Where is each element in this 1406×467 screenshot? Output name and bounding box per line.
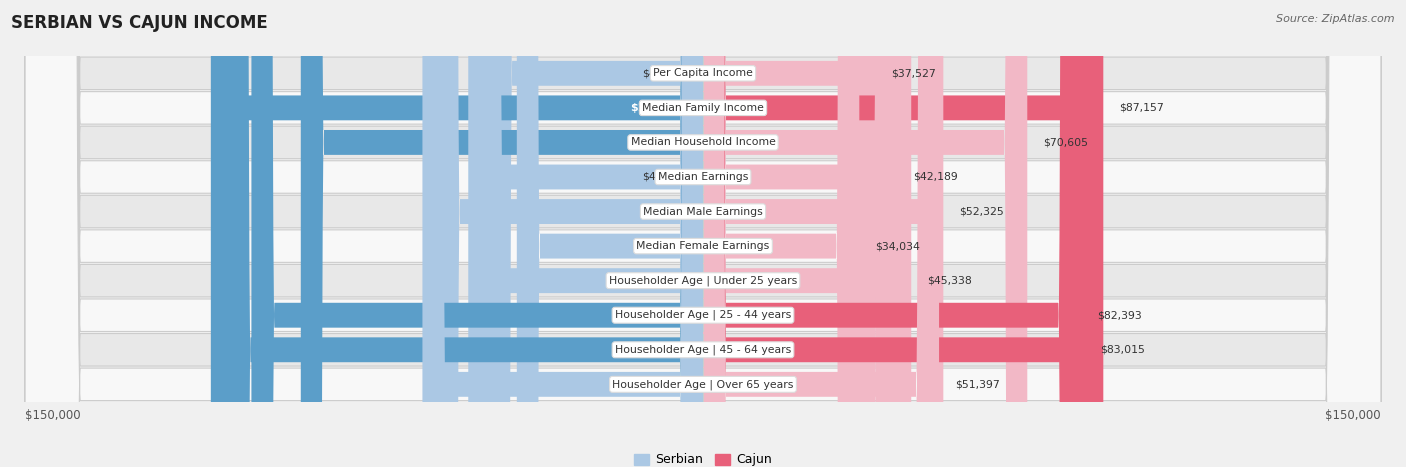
Text: $150,000: $150,000	[25, 409, 80, 422]
FancyBboxPatch shape	[25, 0, 1381, 467]
Text: Source: ZipAtlas.com: Source: ZipAtlas.com	[1277, 14, 1395, 24]
Text: $61,087: $61,087	[643, 379, 688, 389]
FancyBboxPatch shape	[25, 0, 1381, 467]
Text: $150,000: $150,000	[1326, 409, 1381, 422]
Text: Householder Age | 25 - 44 years: Householder Age | 25 - 44 years	[614, 310, 792, 320]
FancyBboxPatch shape	[703, 0, 1084, 467]
FancyBboxPatch shape	[25, 0, 1381, 467]
FancyBboxPatch shape	[479, 0, 703, 467]
Text: Median Female Earnings: Median Female Earnings	[637, 241, 769, 251]
Text: $51,106: $51,106	[643, 276, 688, 286]
Text: $45,338: $45,338	[928, 276, 972, 286]
FancyBboxPatch shape	[25, 0, 1381, 467]
Text: Median Male Earnings: Median Male Earnings	[643, 206, 763, 217]
Text: $87,572: $87,572	[637, 137, 688, 148]
FancyBboxPatch shape	[437, 0, 703, 467]
Text: Median Household Income: Median Household Income	[630, 137, 776, 148]
Text: $46,551: $46,551	[643, 68, 688, 78]
FancyBboxPatch shape	[703, 0, 939, 467]
Text: $52,325: $52,325	[959, 206, 1004, 217]
Text: $98,320: $98,320	[637, 310, 688, 320]
Text: SERBIAN VS CAJUN INCOME: SERBIAN VS CAJUN INCOME	[11, 14, 269, 32]
FancyBboxPatch shape	[252, 0, 703, 467]
FancyBboxPatch shape	[228, 0, 703, 467]
Text: $83,015: $83,015	[1101, 345, 1146, 355]
Text: $107,157: $107,157	[630, 103, 688, 113]
Text: Median Family Income: Median Family Income	[643, 103, 763, 113]
Text: $48,677: $48,677	[643, 172, 688, 182]
Text: Householder Age | 45 - 64 years: Householder Age | 45 - 64 years	[614, 345, 792, 355]
Text: Householder Age | Over 65 years: Householder Age | Over 65 years	[612, 379, 794, 389]
Text: $42,189: $42,189	[912, 172, 957, 182]
FancyBboxPatch shape	[703, 0, 943, 467]
Text: Householder Age | Under 25 years: Householder Age | Under 25 years	[609, 276, 797, 286]
Text: $37,527: $37,527	[891, 68, 936, 78]
FancyBboxPatch shape	[25, 0, 1381, 467]
FancyBboxPatch shape	[25, 0, 1381, 467]
FancyBboxPatch shape	[211, 0, 703, 467]
FancyBboxPatch shape	[468, 0, 703, 467]
Text: Per Capita Income: Per Capita Income	[652, 68, 754, 78]
Text: $34,034: $34,034	[876, 241, 921, 251]
FancyBboxPatch shape	[25, 0, 1381, 467]
FancyBboxPatch shape	[703, 0, 859, 467]
FancyBboxPatch shape	[703, 0, 1081, 467]
FancyBboxPatch shape	[703, 0, 876, 467]
FancyBboxPatch shape	[25, 0, 1381, 467]
FancyBboxPatch shape	[703, 0, 897, 467]
FancyBboxPatch shape	[517, 0, 703, 467]
FancyBboxPatch shape	[703, 0, 1028, 467]
Text: $70,605: $70,605	[1043, 137, 1088, 148]
FancyBboxPatch shape	[25, 0, 1381, 467]
Legend: Serbian, Cajun: Serbian, Cajun	[628, 448, 778, 467]
Text: $51,397: $51,397	[955, 379, 1000, 389]
Text: $103,522: $103,522	[630, 345, 688, 355]
FancyBboxPatch shape	[703, 0, 1104, 467]
Text: $40,539: $40,539	[643, 241, 688, 251]
FancyBboxPatch shape	[25, 0, 1381, 467]
FancyBboxPatch shape	[703, 0, 911, 467]
Text: $57,975: $57,975	[643, 206, 688, 217]
Text: $82,393: $82,393	[1098, 310, 1142, 320]
FancyBboxPatch shape	[489, 0, 703, 467]
Text: Median Earnings: Median Earnings	[658, 172, 748, 182]
FancyBboxPatch shape	[301, 0, 703, 467]
Text: $87,157: $87,157	[1119, 103, 1164, 113]
FancyBboxPatch shape	[422, 0, 703, 467]
